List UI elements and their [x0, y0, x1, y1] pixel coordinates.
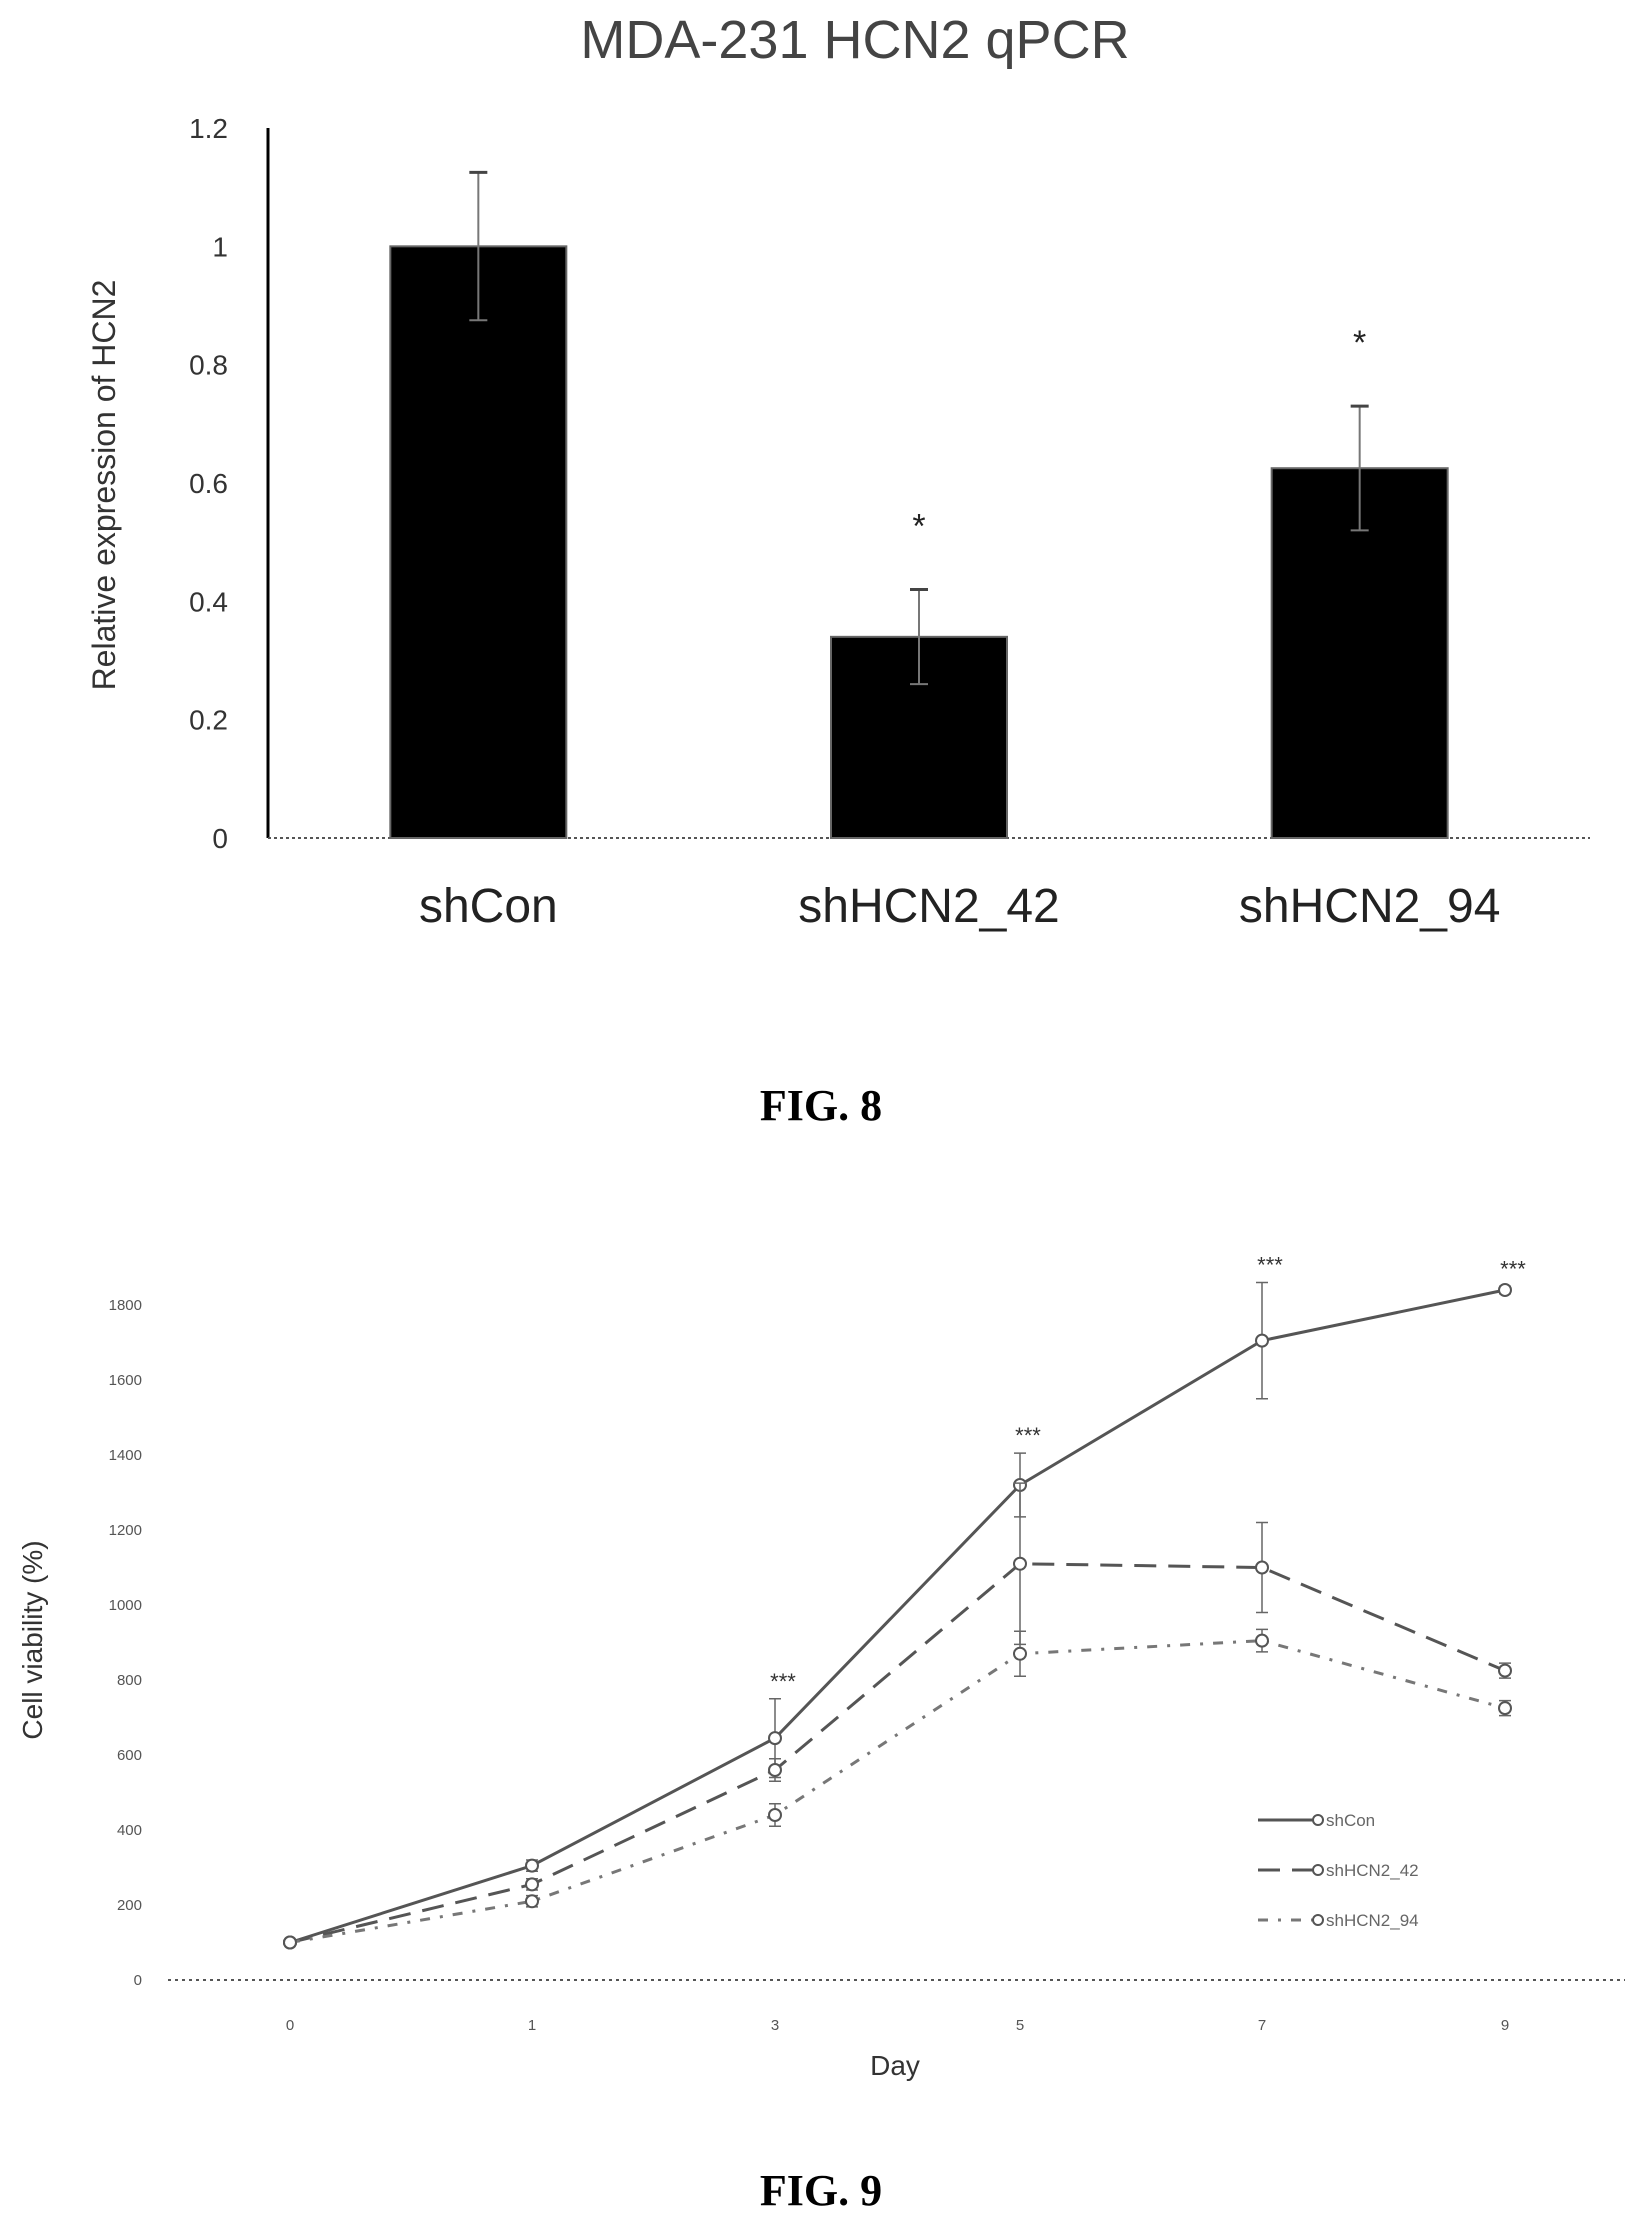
x-tick-label: 9 — [1501, 2017, 1509, 2034]
chart-title: MDA-231 HCN2 qPCR — [580, 10, 1129, 70]
y-tick-label: 1.2 — [189, 113, 228, 144]
y-tick-label: 0 — [212, 823, 228, 854]
x-tick-label: shHCN2_94 — [1239, 880, 1500, 933]
x-tick-label: 3 — [771, 2017, 779, 2034]
x-tick-label: 5 — [1016, 2017, 1024, 2034]
y-tick-label: 1000 — [109, 1597, 142, 1614]
data-point — [525, 1858, 539, 1873]
data-point — [1498, 1701, 1512, 1716]
y-tick-label: 0.2 — [189, 705, 228, 736]
series-line — [289, 1639, 1506, 1944]
y-tick-label: 1200 — [109, 1522, 142, 1539]
error-bar-shHCN2_94 — [1350, 404, 1369, 532]
figure-caption-8: FIG. 8 — [760, 1081, 882, 1130]
legend-label: shHCN2_94 — [1326, 1911, 1419, 1930]
legend: shCon shHCN2_42 shHCN2_94 — [1258, 1811, 1419, 1930]
y-axis-label: Relative expression of HCN2 — [86, 280, 122, 691]
y-tick-label: 0.8 — [189, 350, 228, 381]
data-point — [768, 1731, 782, 1746]
data-point — [283, 1935, 297, 1950]
x-tick-label: 0 — [286, 2017, 294, 2034]
x-tick-label: 1 — [528, 2017, 536, 2034]
y-tick-label: 0.4 — [189, 586, 228, 617]
data-point — [768, 1763, 782, 1777]
y-tick-label: 1800 — [109, 1297, 142, 1314]
y-tick-label: 1600 — [109, 1372, 142, 1389]
legend-marker — [1312, 1814, 1324, 1826]
error-bar-shCon — [469, 170, 488, 322]
x-axis-label: Day — [870, 2050, 920, 2081]
data-point — [525, 1877, 539, 1892]
y-axis-label: Cell viability (%) — [17, 1540, 48, 1739]
x-tick-label: shHCN2_42 — [798, 880, 1059, 933]
data-point — [1013, 1646, 1027, 1661]
y-tick-label: 600 — [117, 1747, 142, 1764]
line-chart-cell-viability: Cell viability (%) Day 0 200 400 600 800 1000… — [17, 1253, 1625, 2081]
data-point — [1255, 1333, 1269, 1348]
data-point — [1498, 1663, 1512, 1678]
series-shHCN2_94 — [283, 1628, 1512, 1950]
y-tick-label: 0.6 — [189, 468, 228, 499]
y-tick-label: 400 — [117, 1822, 142, 1839]
data-point — [1498, 1283, 1512, 1297]
significance-marker: * — [912, 508, 925, 546]
y-tick-label: 200 — [117, 1897, 142, 1914]
series-line — [289, 1288, 1506, 1944]
error-bar-shHCN2_42 — [910, 588, 928, 686]
figure-caption-9: FIG. 9 — [760, 2166, 882, 2215]
data-point — [525, 1894, 539, 1909]
legend-marker — [1312, 1864, 1324, 1876]
y-tick-label: 0 — [134, 1972, 142, 1989]
data-point — [1255, 1633, 1269, 1648]
x-tick-label: shCon — [419, 880, 558, 933]
series-line — [289, 1562, 1506, 1944]
y-tick-label: 800 — [117, 1672, 142, 1689]
significance-marker: *** — [1500, 1256, 1526, 1281]
series-shCon — [283, 1281, 1512, 1950]
y-tick-label: 1 — [212, 231, 228, 262]
significance-marker: *** — [770, 1669, 796, 1694]
significance-marker: * — [1353, 324, 1366, 362]
data-point — [1013, 1556, 1027, 1571]
legend-label: shHCN2_42 — [1326, 1861, 1419, 1880]
data-point — [1255, 1560, 1269, 1575]
x-tick-label: 7 — [1258, 2017, 1266, 2034]
legend-label: shCon — [1326, 1811, 1375, 1830]
data-point — [768, 1808, 782, 1822]
legend-marker — [1312, 1914, 1324, 1926]
significance-marker: *** — [1015, 1423, 1041, 1448]
significance-marker: *** — [1257, 1253, 1283, 1278]
y-tick-label: 1400 — [109, 1447, 142, 1464]
bar-shCon — [389, 245, 568, 840]
bar-chart-hcn2-qpcr: MDA-231 HCN2 qPCR Relative expression of… — [86, 10, 1590, 933]
